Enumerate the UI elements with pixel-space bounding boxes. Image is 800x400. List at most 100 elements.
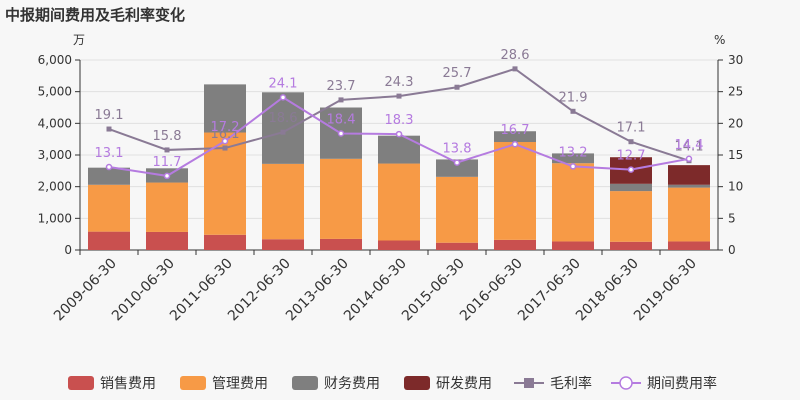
data-label-期间费用率: 12.7 <box>617 149 646 164</box>
x-tick-label: 2019-06-30 <box>631 256 700 325</box>
point-期间费用率 <box>279 94 287 101</box>
legend-swatch-研发费用 <box>404 376 430 390</box>
point-毛利率 <box>628 139 634 145</box>
data-label-期间费用率: 24.1 <box>269 76 298 91</box>
bar-财务费用 <box>88 167 130 185</box>
legend-marker-期间费用率 <box>619 376 633 390</box>
y-right-tick-label: 15 <box>728 148 743 162</box>
point-期间费用率 <box>569 163 577 170</box>
point-期间费用率 <box>337 130 345 137</box>
legend-label-管理费用: 管理费用 <box>212 376 268 392</box>
legend-label-毛利率: 毛利率 <box>550 375 592 392</box>
y-left-tick-label: 3,000 <box>38 148 72 162</box>
bar-管理费用 <box>668 187 710 242</box>
bar-销售费用 <box>378 240 420 250</box>
legend-label-财务费用: 财务费用 <box>324 376 380 392</box>
bar-管理费用 <box>320 158 362 239</box>
y-left-tick-label: 0 <box>64 243 72 257</box>
bar-销售费用 <box>146 231 188 250</box>
bar-管理费用 <box>378 163 420 241</box>
bar-销售费用 <box>436 242 478 250</box>
lines <box>105 66 693 180</box>
y-left-tick-label: 6,000 <box>38 53 72 67</box>
bar-财务费用 <box>668 184 710 188</box>
bars <box>88 84 710 250</box>
data-label-期间费用率: 18.4 <box>327 112 356 127</box>
y-right-tick-label: 30 <box>728 53 743 67</box>
bar-销售费用 <box>610 241 652 250</box>
data-label-毛利率: 14.1 <box>675 140 704 155</box>
bar-管理费用 <box>494 142 536 240</box>
point-毛利率 <box>396 93 402 99</box>
y-left-tick-label: 2,000 <box>38 180 72 194</box>
data-label-期间费用率: 11.7 <box>153 155 182 170</box>
bar-销售费用 <box>88 231 130 250</box>
legend-label-期间费用率: 期间费用率 <box>647 375 717 392</box>
bar-研发费用 <box>668 165 710 185</box>
point-期间费用率 <box>453 159 461 166</box>
bar-管理费用 <box>436 176 478 243</box>
bar-销售费用 <box>320 238 362 250</box>
point-期间费用率 <box>163 172 171 180</box>
y-right-tick-label: 25 <box>728 85 743 99</box>
point-毛利率 <box>164 147 170 153</box>
bar-财务费用 <box>494 131 536 143</box>
data-label-期间费用率: 17.2 <box>211 120 240 135</box>
data-label-毛利率: 23.7 <box>327 79 356 94</box>
y-left-unit: 万 <box>73 33 85 47</box>
data-label-毛利率: 17.1 <box>617 121 646 136</box>
bar-财务费用 <box>262 92 304 164</box>
data-label-期间费用率: 13.8 <box>443 142 472 157</box>
legend-label-销售费用: 销售费用 <box>100 376 156 392</box>
point-毛利率 <box>280 129 286 135</box>
data-label-毛利率: 25.7 <box>443 66 472 81</box>
bar-管理费用 <box>146 182 188 232</box>
bar-财务费用 <box>378 135 420 164</box>
data-label-毛利率: 19.1 <box>95 108 124 123</box>
y-right-tick-label: 0 <box>728 243 736 257</box>
point-毛利率 <box>512 66 518 72</box>
y-right-tick-label: 10 <box>728 180 743 194</box>
data-label-毛利率: 28.6 <box>501 48 530 63</box>
point-期间费用率 <box>685 155 693 163</box>
data-label-期间费用率: 16.7 <box>501 123 530 138</box>
bar-销售费用 <box>204 234 246 250</box>
legend: 销售费用 管理费用 财务费用 研发费用 毛利率 期间费用率 <box>68 375 717 392</box>
y-right-tick-label: 5 <box>728 211 736 225</box>
bar-销售费用 <box>494 239 536 250</box>
data-label-期间费用率: 18.3 <box>385 113 414 128</box>
bar-销售费用 <box>552 241 594 250</box>
data-label-毛利率: 18.6 <box>269 111 298 126</box>
data-label-期间费用率: 13.2 <box>559 145 588 160</box>
point-期间费用率 <box>221 137 229 145</box>
data-label-毛利率: 21.9 <box>559 90 588 105</box>
y-right-unit: % <box>714 33 725 47</box>
data-label-期间费用率: 13.1 <box>95 146 124 161</box>
data-label-毛利率: 15.8 <box>153 129 182 144</box>
y-right-tick-label: 20 <box>728 116 743 130</box>
bar-销售费用 <box>262 239 304 250</box>
point-毛利率 <box>106 126 112 132</box>
bar-销售费用 <box>668 241 710 250</box>
point-期间费用率 <box>627 166 635 173</box>
point-毛利率 <box>454 84 460 90</box>
data-label-毛利率: 24.3 <box>385 75 414 90</box>
data-labels: 19.1 15.8 16.1 18.6 23.7 24.3 25.7 28.6 21.9 17.1… <box>95 48 704 170</box>
bar-管理费用 <box>552 163 594 242</box>
point-毛利率 <box>222 145 228 151</box>
legend-label-研发费用: 研发费用 <box>436 376 492 392</box>
legend-marker-毛利率 <box>524 378 534 388</box>
bar-财务费用 <box>552 153 594 164</box>
data-label-毛利率: 16.1 <box>211 127 240 142</box>
bar-财务费用 <box>204 84 246 133</box>
legend-swatch-财务费用 <box>292 376 318 390</box>
legend-swatch-销售费用 <box>68 376 94 390</box>
point-期间费用率 <box>105 163 113 171</box>
bar-财务费用 <box>436 159 478 177</box>
point-毛利率 <box>338 97 344 103</box>
bar-管理费用 <box>88 184 130 232</box>
data-label-期间费用率: 14.4 <box>675 138 704 153</box>
y-left-tick-label: 4,000 <box>38 116 72 130</box>
bar-管理费用 <box>262 163 304 240</box>
